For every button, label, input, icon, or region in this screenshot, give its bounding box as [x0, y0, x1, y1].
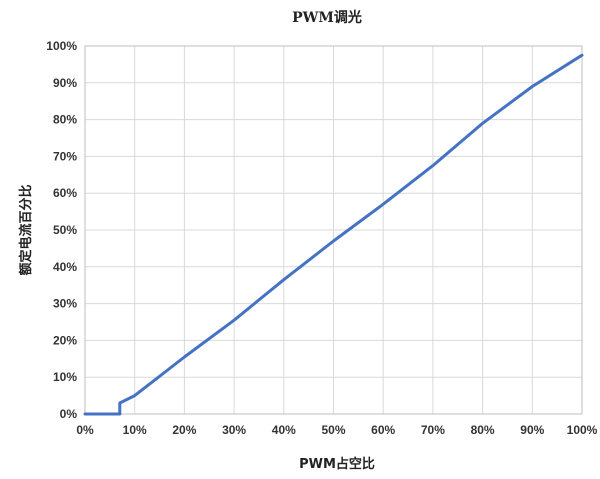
y-tick-label: 10%	[53, 370, 77, 384]
y-tick-label: 70%	[53, 149, 77, 163]
plot-frame	[84, 45, 583, 415]
x-tick-label: 100%	[567, 423, 598, 437]
x-tick-label: 30%	[222, 423, 246, 437]
chart-title: PWM调光	[292, 9, 362, 26]
x-tick-label: 60%	[371, 423, 395, 437]
x-tick-label: 0%	[76, 423, 94, 437]
series-line	[83, 53, 584, 416]
x-tick-label: 10%	[123, 423, 147, 437]
y-tick-label: 60%	[53, 186, 77, 200]
x-tick-label: 50%	[321, 423, 345, 437]
x-tick-label: 70%	[421, 423, 445, 437]
series-layer	[83, 53, 584, 416]
y-tick-label: 30%	[53, 297, 77, 311]
y-tick-label: 40%	[53, 260, 77, 274]
y-tick-label: 80%	[53, 113, 77, 127]
grid	[85, 46, 582, 414]
x-tick-label: 80%	[471, 423, 495, 437]
y-axis: 0% 10% 20% 30% 40% 50% 60% 70% 80% 90% 100%	[46, 39, 77, 421]
y-axis-title: 额定电流百分比	[18, 184, 34, 275]
y-tick-label: 0%	[60, 407, 78, 421]
y-tick-label: 20%	[53, 333, 77, 347]
x-axis-title: PWM占空比	[299, 456, 375, 472]
x-tick-label: 90%	[520, 423, 544, 437]
x-tick-label: 20%	[172, 423, 196, 437]
x-axis: 0% 10% 20% 30% 40% 50% 60% 70% 80% 90% 100%	[76, 423, 597, 437]
y-tick-label: 50%	[53, 223, 77, 237]
x-tick-label: 40%	[272, 423, 296, 437]
y-tick-label: 100%	[46, 39, 77, 53]
y-tick-label: 90%	[53, 76, 77, 90]
